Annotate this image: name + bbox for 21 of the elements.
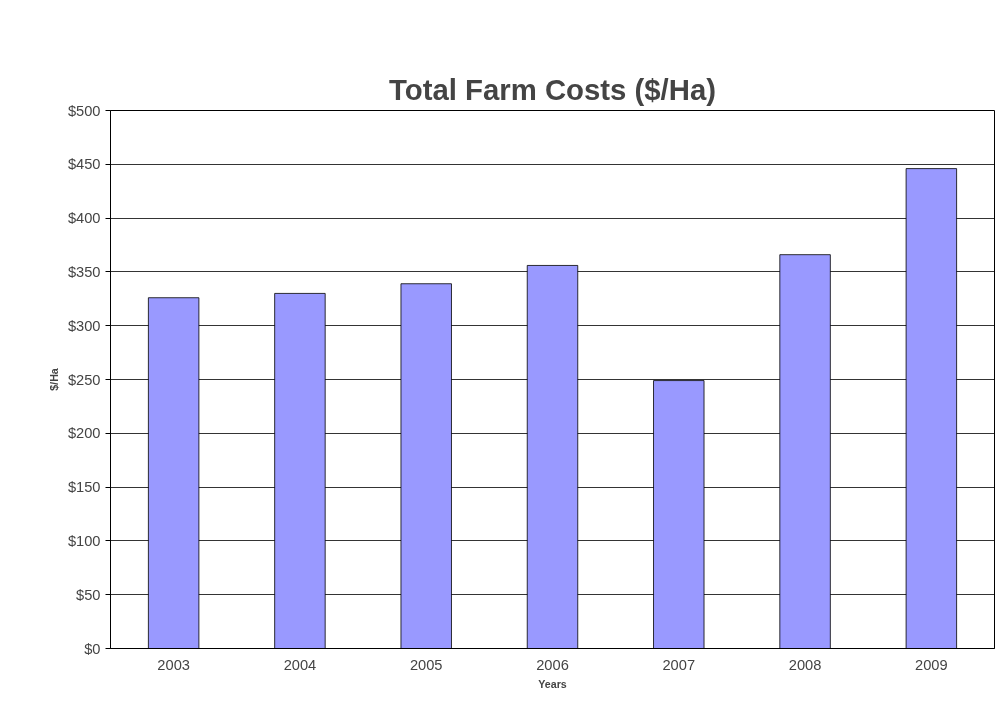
x-tick-label: 2007 — [662, 656, 696, 673]
chart-title: Total Farm Costs ($/Ha) — [389, 72, 717, 106]
x-tick-label: 2006 — [536, 656, 569, 673]
x-tick-label: 2008 — [788, 656, 822, 673]
x-tick-label: 2004 — [283, 656, 317, 673]
y-tick-label: $50 — [76, 586, 101, 603]
y-tick-label: $500 — [67, 102, 101, 119]
y-tick-label: $350 — [67, 263, 101, 280]
y-tick-label: $400 — [67, 210, 101, 227]
y-tick-label: $300 — [67, 317, 101, 334]
y-tick-label: $0 — [84, 640, 101, 657]
y-tick-label: $200 — [67, 425, 101, 442]
x-axis-title: Years — [538, 677, 567, 690]
x-tick-label: 2003 — [157, 656, 190, 673]
y-tick-label: $250 — [67, 371, 101, 388]
x-tick-label: 2009 — [915, 656, 948, 673]
y-tick-label: $450 — [67, 156, 101, 173]
y-tick-label: $150 — [67, 479, 101, 496]
y-axis-title: $/Ha — [47, 368, 60, 391]
x-tick-label: 2005 — [409, 656, 443, 673]
y-tick-label: $100 — [67, 532, 101, 549]
